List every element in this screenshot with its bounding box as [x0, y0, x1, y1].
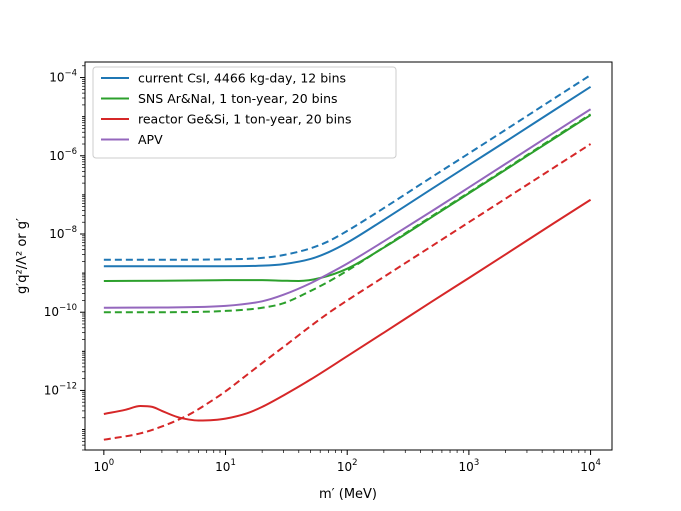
x-tick-label: 101 [215, 458, 236, 474]
series-line-1 [103, 85, 592, 268]
y-axis-label: g′q²/Λ² or g′ [15, 218, 30, 294]
y-tick-label: 10−6 [49, 147, 77, 163]
x-axis: 100 101 102 103 104 [93, 450, 601, 474]
series-line-6 [103, 143, 592, 441]
legend-label: current CsI, 4466 kg-day, 12 bins [138, 71, 346, 86]
legend-label: APV [138, 132, 163, 147]
series-line-7 [103, 108, 592, 309]
series-layer [103, 74, 592, 441]
series-line-4 [103, 113, 592, 314]
y-tick-label: 10−8 [49, 225, 77, 241]
x-tick-label: 104 [580, 458, 601, 474]
x-tick-label: 102 [337, 458, 358, 474]
legend-label: reactor Ge&Si, 1 ton-year, 20 bins [138, 112, 351, 127]
x-axis-label: m′ (MeV) [319, 487, 377, 502]
y-tick-label: 10−4 [49, 69, 77, 85]
series-line-5 [103, 198, 592, 422]
y-tick-label: 10−10 [44, 303, 77, 319]
x-tick-label: 103 [459, 458, 480, 474]
x-tick-label: 100 [93, 458, 114, 474]
series-line-3 [103, 114, 592, 282]
series-line-2 [103, 74, 592, 261]
y-tick-label: 10−12 [44, 381, 77, 397]
plot-frame [84, 61, 613, 451]
y-axis: 10−12 10−10 10−8 10−6 10−4 [44, 65, 85, 451]
legend-box [92, 66, 397, 159]
legend: current CsI, 4466 kg-day, 12 bins SNS Ar&… [92, 66, 397, 159]
legend-label: SNS Ar&NaI, 1 ton-year, 20 bins [138, 91, 338, 106]
